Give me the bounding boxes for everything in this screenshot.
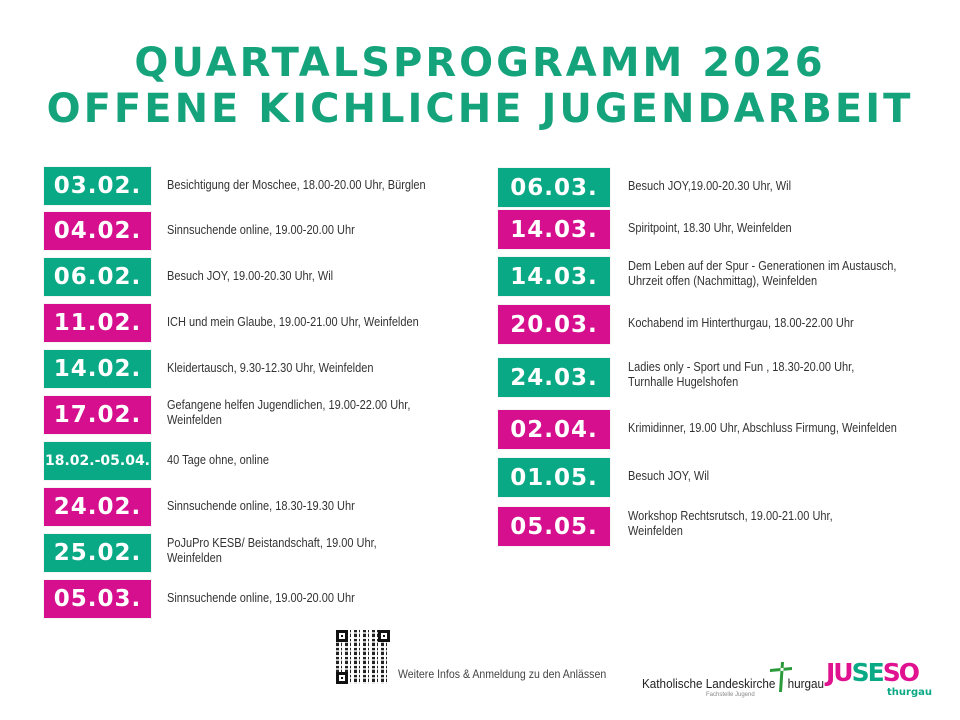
event-date-badge: 06.02. [44, 258, 151, 296]
event-description-line: Turnhalle Hugelshofen [628, 375, 739, 389]
event-description: Besuch JOY, Wil [628, 469, 709, 484]
event-description-line: Ladies only - Sport und Fun , 18.30-20.0… [628, 360, 855, 374]
event-description: Besuch JOY, 19.00-20.30 Uhr, Wil [167, 269, 333, 284]
event-description: Krimidinner, 19.00 Uhr, Abschluss Firmun… [628, 421, 897, 436]
juseso-logo: JUSESO [826, 658, 920, 687]
event-date-badge: 06.03. [498, 168, 610, 207]
event-description: PoJuPro KESB/ Beistandschaft, 19.00 Uhr,… [167, 536, 377, 566]
event-description-line: Gefangene helfen Jugendlichen, 19.00-22.… [167, 398, 411, 412]
event-description-line: Workshop Rechtsrutsch, 19.00-21.00 Uhr, [628, 509, 833, 523]
logo-text-b: hurgau [787, 676, 825, 691]
event-description: Kochabend im Hinterthurgau, 18.00-22.00 … [628, 316, 854, 331]
cross-icon [770, 662, 792, 692]
event-description: Kleidertausch, 9.30-12.30 Uhr, Weinfelde… [167, 361, 373, 376]
event-date-badge: 05.05. [498, 507, 610, 546]
event-date-badge: 24.03. [498, 358, 610, 397]
event-description: Besuch JOY,19.00-20.30 Uhr, Wil [628, 179, 791, 194]
event-date-badge: 03.02. [44, 167, 151, 205]
event-description: ICH und mein Glaube, 19.00-21.00 Uhr, We… [167, 315, 419, 330]
event-description-line: Kochabend im Hinterthurgau, 18.00-22.00 … [628, 316, 854, 330]
qr-info-text: Weitere Infos & Anmeldung zu den Anlässe… [398, 667, 607, 681]
event-date-badge: 14.02. [44, 350, 151, 388]
juseso-subtitle: thurgau [887, 687, 932, 698]
event-date-badge: 11.02. [44, 304, 151, 342]
event-date-badge: 24.02. [44, 488, 151, 526]
qr-code[interactable] [336, 630, 390, 684]
event-date-badge: 18.02.-05.04. [44, 442, 151, 480]
event-description-line: PoJuPro KESB/ Beistandschaft, 19.00 Uhr, [167, 536, 377, 550]
event-date-badge: 02.04. [498, 410, 610, 449]
event-date-badge: 14.03. [498, 210, 610, 249]
event-description: Workshop Rechtsrutsch, 19.00-21.00 Uhr, W… [628, 509, 833, 539]
event-date-badge: 05.03. [44, 580, 151, 618]
kath-landeskirche-logo: Katholische Landeskirche hurgau [642, 676, 824, 691]
page-title: Quartalsprogramm 2026 [134, 40, 826, 86]
event-description-line: Sinnsuchende online, 19.00-20.00 Uhr [167, 591, 355, 605]
event-date-badge: 04.02. [44, 212, 151, 250]
event-date-badge: 25.02. [44, 534, 151, 572]
event-description-line: Spiritpoint, 18.30 Uhr, Weinfelden [628, 221, 792, 235]
event-description-line: Kleidertausch, 9.30-12.30 Uhr, Weinfelde… [167, 361, 374, 375]
logo-subtitle: Fachstelle Jugend [706, 692, 755, 698]
event-date-badge: 20.03. [498, 305, 610, 344]
event-description: Sinnsuchende online, 19.00-20.00 Uhr [167, 591, 355, 606]
event-description: Ladies only - Sport und Fun , 18.30-20.0… [628, 360, 854, 390]
event-date-badge: 01.05. [498, 458, 610, 497]
event-description: Spiritpoint, 18.30 Uhr, Weinfelden [628, 221, 792, 236]
event-description-line: Besichtigung der Moschee, 18.00-20.00 Uh… [167, 178, 426, 192]
event-description: Besichtigung der Moschee, 18.00-20.00 Uh… [167, 178, 426, 193]
event-description-line: 40 Tage ohne, online [167, 453, 269, 467]
event-description-line: Besuch JOY, 19.00-20.30 Uhr, Wil [167, 269, 334, 283]
event-description-line: Weinfelden [167, 551, 222, 565]
event-description: Gefangene helfen Jugendlichen, 19.00-22.… [167, 398, 410, 428]
event-description-line: Sinnsuchende online, 19.00-20.00 Uhr [167, 223, 355, 237]
event-description-line: Sinnsuchende online, 18.30-19.30 Uhr [167, 499, 355, 513]
page-subtitle: Offene Kichliche Jugendarbeit [46, 86, 914, 132]
event-description-line: Besuch JOY,19.00-20.30 Uhr, Wil [628, 179, 792, 193]
event-description: Sinnsuchende online, 18.30-19.30 Uhr [167, 499, 355, 514]
logo-text-a: Katholische Landeskirche [642, 676, 779, 691]
event-date-badge: 14.03. [498, 257, 610, 296]
event-description-line: Besuch JOY, Wil [628, 469, 710, 483]
event-description-line: Weinfelden [628, 524, 683, 538]
event-date-badge: 17.02. [44, 396, 151, 434]
event-description: Sinnsuchende online, 19.00-20.00 Uhr [167, 223, 355, 238]
event-description-line: Uhrzeit offen (Nachmittag), Weinfelden [628, 274, 818, 288]
event-description-line: ICH und mein Glaube, 19.00-21.00 Uhr, We… [167, 315, 419, 329]
event-description-line: Weinfelden [167, 413, 222, 427]
event-description: Dem Leben auf der Spur - Generationen im… [628, 259, 896, 289]
event-description-line: Krimidinner, 19.00 Uhr, Abschluss Firmun… [628, 421, 897, 435]
event-description-line: Dem Leben auf der Spur - Generationen im… [628, 259, 897, 273]
event-description: 40 Tage ohne, online [167, 453, 269, 468]
